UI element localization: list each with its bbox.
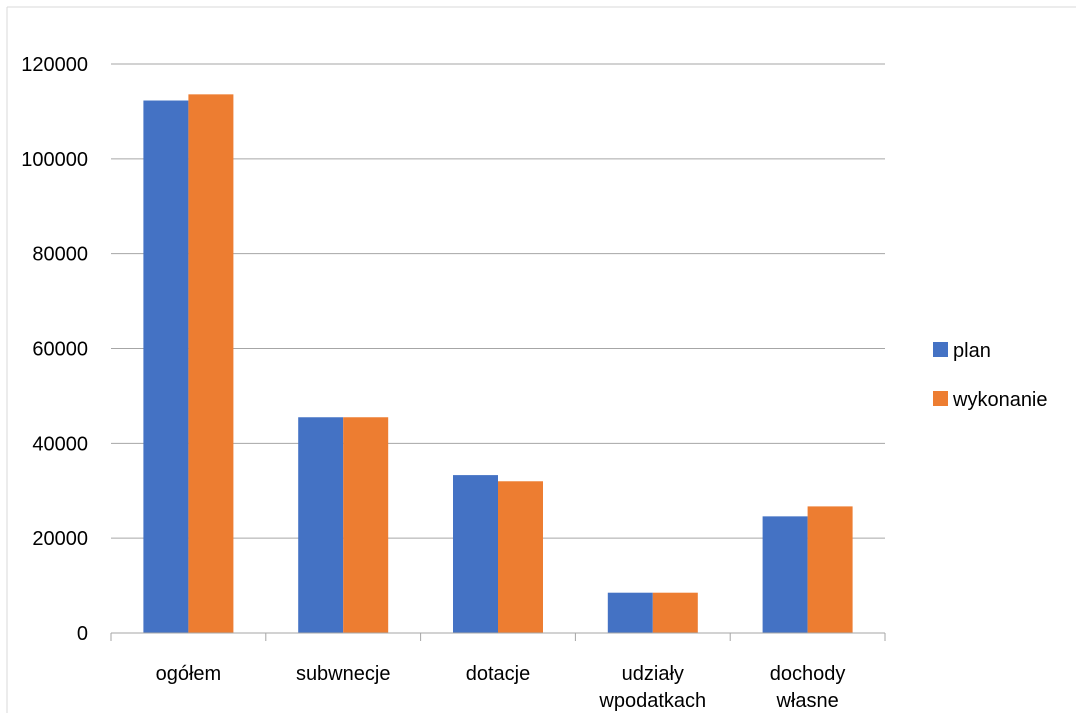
x-category-label: ogółem xyxy=(156,663,222,685)
y-tick-label: 20000 xyxy=(32,528,88,550)
legend-swatch-plan xyxy=(933,342,948,357)
x-category-label: subwnecje xyxy=(296,663,391,685)
bar-plan xyxy=(453,475,498,633)
y-tick-label: 80000 xyxy=(32,244,88,266)
x-category-label: dochody własne xyxy=(770,663,846,712)
y-tick-label: 100000 xyxy=(21,149,88,171)
bar-wykonanie xyxy=(498,481,543,633)
y-tick-label: 40000 xyxy=(32,433,88,455)
legend-label-wykonanie: wykonanie xyxy=(952,389,1048,411)
y-tick-label: 0 xyxy=(77,623,88,645)
bar-plan xyxy=(762,516,808,633)
bar-wykonanie xyxy=(188,94,234,633)
x-category-label: udziały wpodatkach xyxy=(598,663,706,712)
legend-swatch-wykonanie xyxy=(933,391,948,406)
y-tick-label: 60000 xyxy=(32,339,88,361)
bar-plan xyxy=(143,100,189,633)
bar-wykonanie xyxy=(807,506,853,633)
legend-label-plan: plan xyxy=(953,340,991,362)
bar-wykonanie xyxy=(343,417,389,633)
bar-wykonanie xyxy=(652,592,698,633)
bar-plan xyxy=(607,592,653,633)
y-tick-label: 120000 xyxy=(21,54,88,76)
bar-plan xyxy=(298,417,344,633)
x-category-label: dotacje xyxy=(466,663,531,685)
